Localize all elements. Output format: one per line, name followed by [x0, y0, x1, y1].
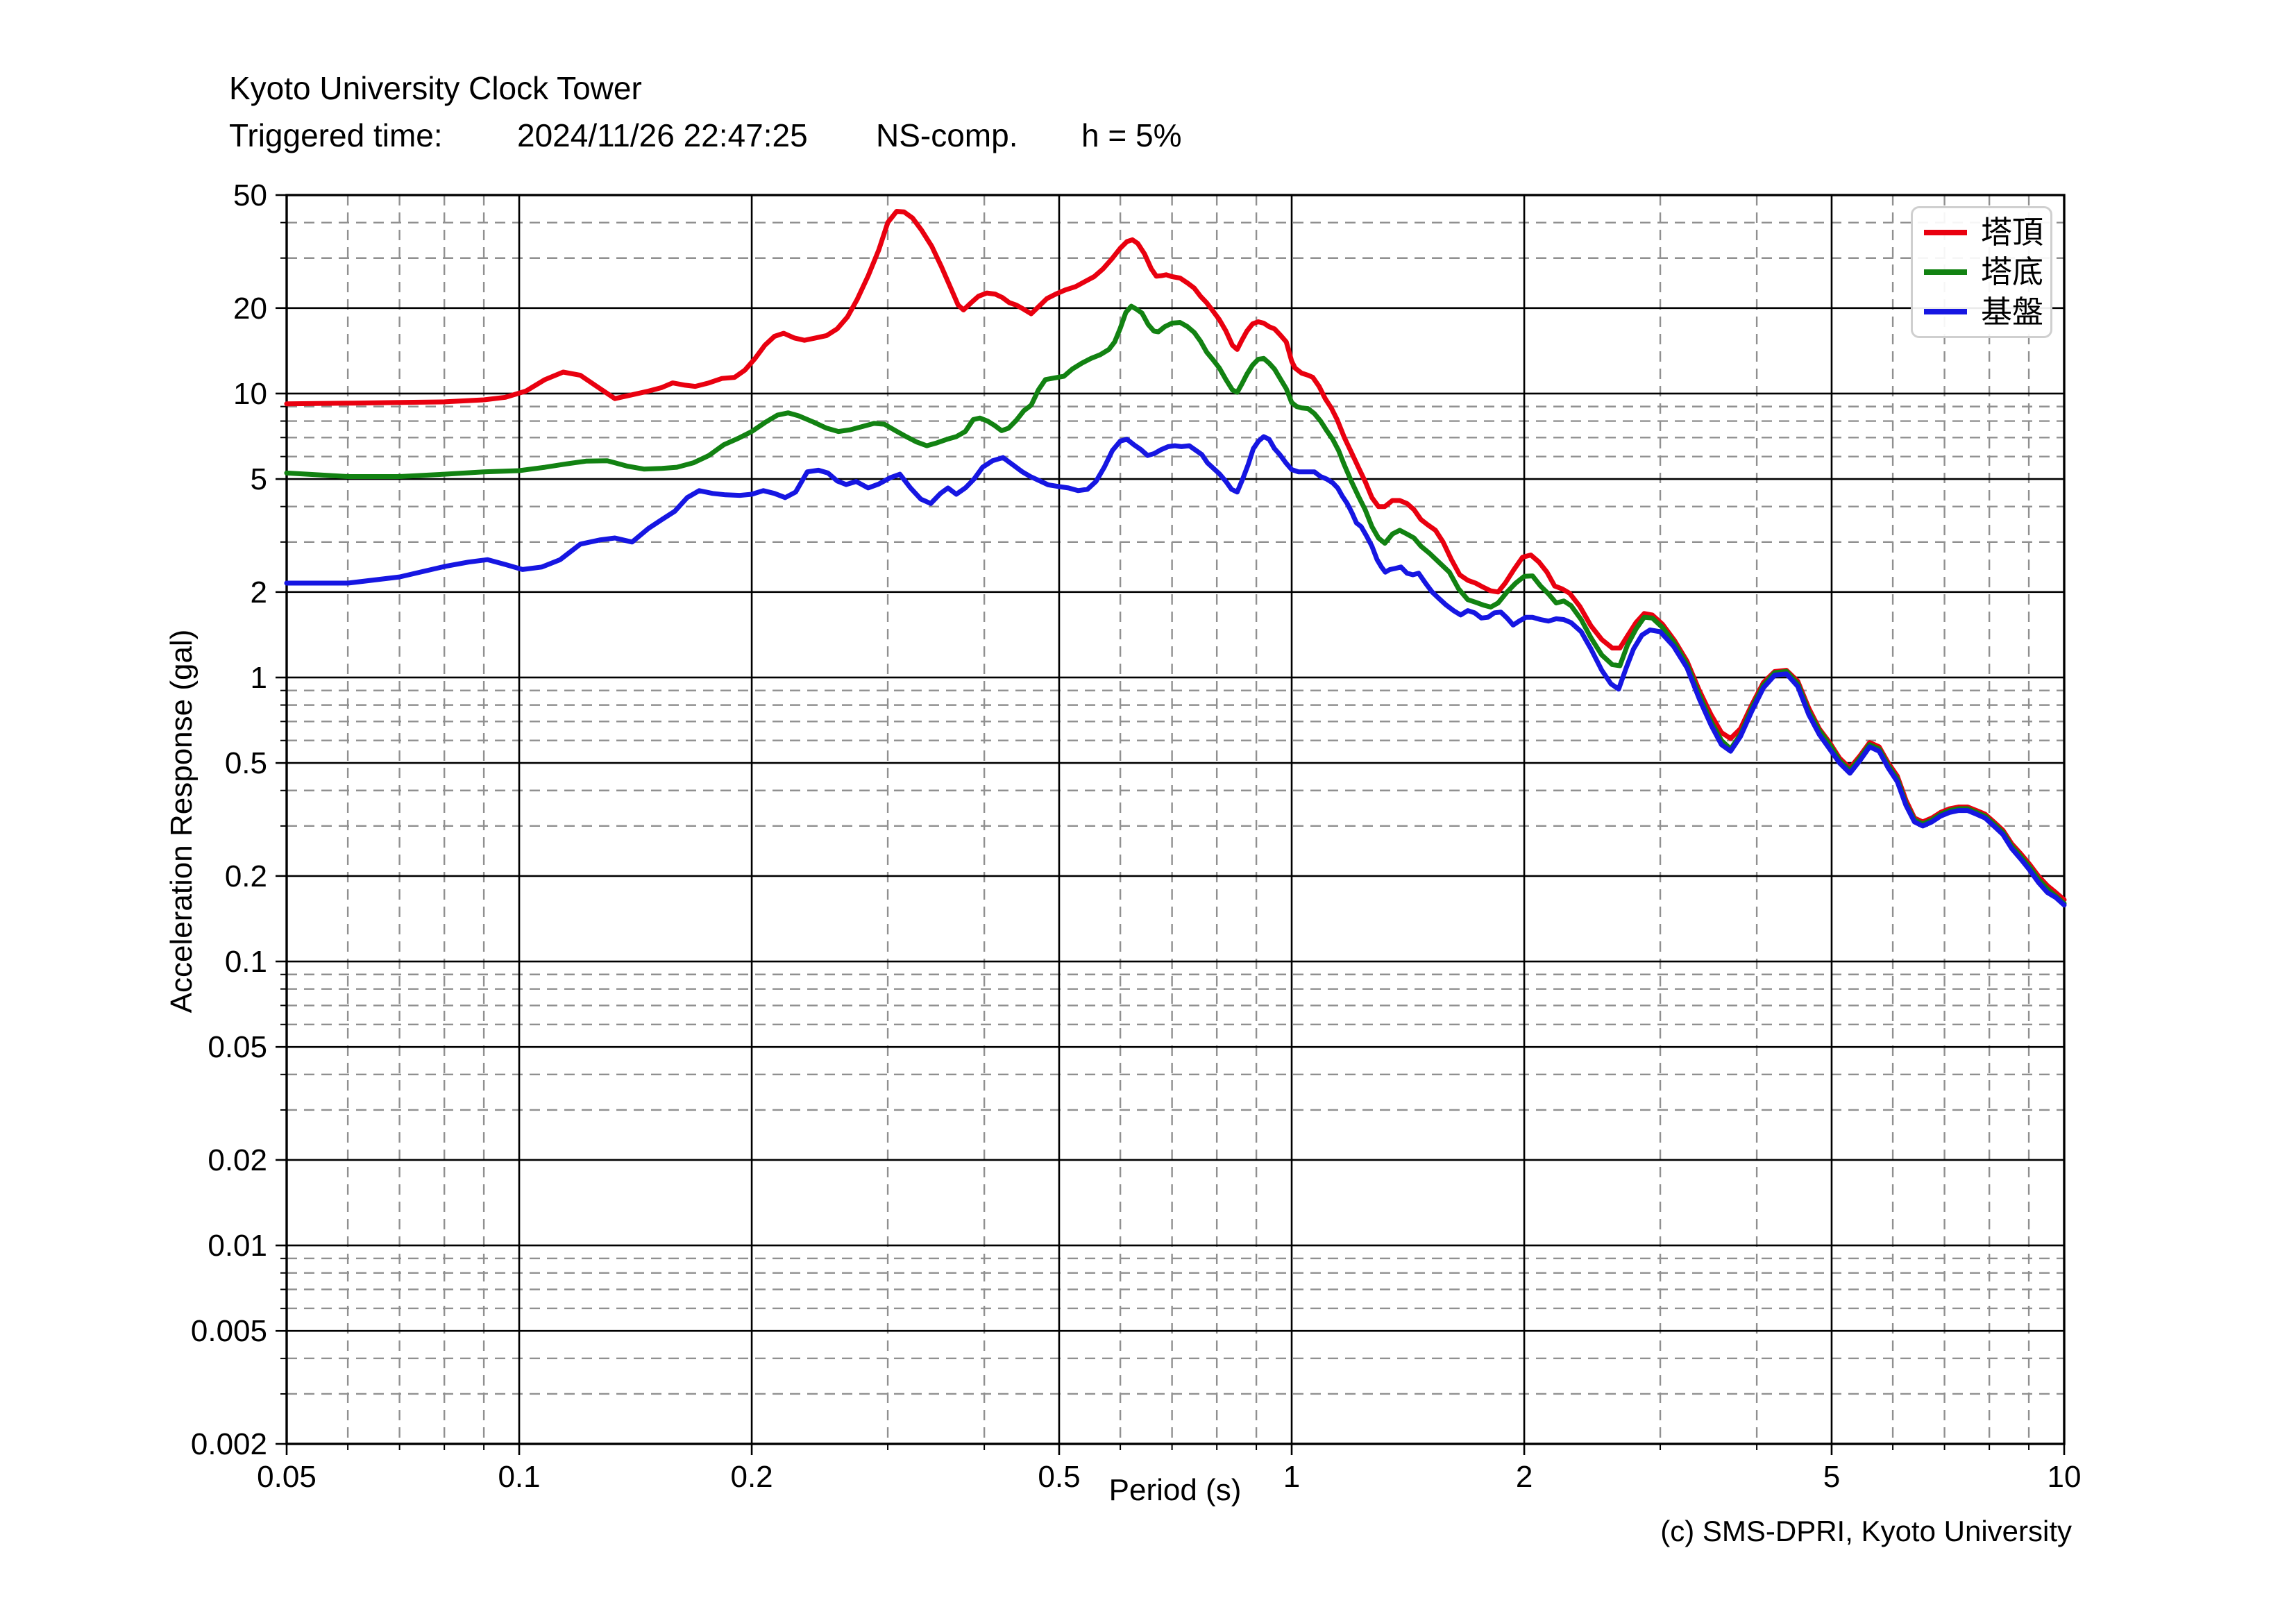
x-tick-label: 0.2 — [730, 1460, 773, 1494]
y-tick-label: 1 — [251, 661, 267, 695]
base-line-swatch — [1924, 309, 1967, 315]
y-tick-label: 10 — [233, 377, 267, 411]
triggered-time-value: 2024/11/26 22:47:25 — [517, 117, 808, 153]
legend-item-base: 基盤 — [1913, 292, 2050, 332]
y-tick-label: 0.2 — [225, 859, 267, 893]
copyright-credit: (c) SMS-DPRI, Kyoto University — [1660, 1515, 2072, 1547]
damping-label: h = 5% — [1081, 117, 1182, 153]
y-tick-label: 5 — [251, 462, 267, 496]
legend: 塔頂 塔底 基盤 — [1911, 206, 2052, 338]
curve-series-2 — [284, 434, 2067, 908]
y-tick-label: 50 — [233, 178, 267, 212]
x-tick-label: 0.5 — [1038, 1460, 1080, 1494]
component-label: NS-comp. — [876, 117, 1018, 153]
tower-bottom-label: 塔底 — [1981, 254, 2044, 290]
tower-top-label: 塔頂 — [1981, 215, 2044, 251]
tower-top-line-swatch — [1924, 229, 1967, 235]
y-tick-label: 0.5 — [225, 746, 267, 780]
legend-item-tower-bottom: 塔底 — [1913, 252, 2050, 292]
plot-border — [285, 194, 2066, 1445]
y-axis-title: Acceleration Response (gal) — [164, 629, 199, 1014]
page-title: Kyoto University Clock Tower — [229, 70, 642, 106]
legend-item-tower-top: 塔頂 — [1913, 212, 2050, 252]
x-tick-label: 2 — [1516, 1460, 1533, 1494]
curve-series-1 — [284, 303, 2067, 906]
y-tick-label: 20 — [233, 292, 267, 326]
x-tick-label: 1 — [1283, 1460, 1300, 1494]
x-tick-label: 5 — [1823, 1460, 1840, 1494]
x-axis-title: Period (s) — [1108, 1473, 1242, 1507]
tower-bottom-line-swatch — [1924, 269, 1967, 275]
y-tick-label: 0.005 — [191, 1314, 267, 1348]
y-tick-label: 0.1 — [225, 945, 267, 979]
y-tick-label: 0.01 — [208, 1229, 267, 1263]
x-tick-label: 10 — [2048, 1460, 2082, 1494]
base-label: 基盤 — [1981, 294, 2044, 330]
x-tick-label: 0.05 — [257, 1460, 316, 1494]
y-tick-label: 2 — [251, 575, 267, 609]
curve-series-0 — [284, 209, 2067, 902]
y-tick-label: 0.05 — [208, 1030, 267, 1064]
triggered-time-label: Triggered time: — [229, 117, 443, 153]
y-tick-label: 0.002 — [191, 1427, 267, 1461]
y-tick-label: 0.02 — [208, 1143, 267, 1177]
x-tick-label: 0.1 — [498, 1460, 540, 1494]
